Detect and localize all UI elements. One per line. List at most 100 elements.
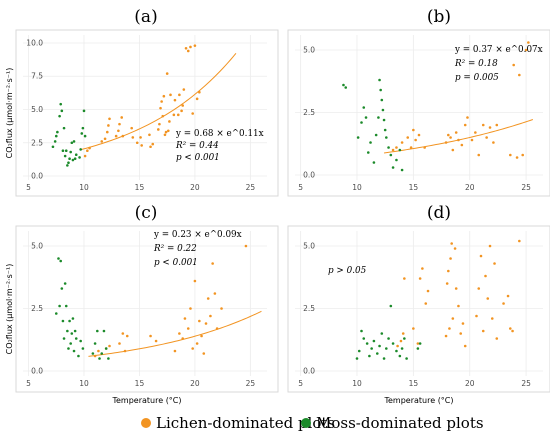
lichen-data-point xyxy=(524,48,528,52)
y-tick-label: 2.5 xyxy=(31,304,43,313)
moss-data-point xyxy=(389,304,393,308)
lichen-data-point xyxy=(399,339,403,343)
moss-data-point xyxy=(387,337,390,340)
lichen-data-point xyxy=(395,146,398,149)
moss-data-point xyxy=(398,148,402,152)
fit-annotation: y = 0.23 × e^0.09x xyxy=(153,230,242,240)
moss-data-point xyxy=(93,342,97,345)
lichen-data-point xyxy=(449,136,452,139)
lichen-data-point xyxy=(151,142,155,146)
moss-data-point xyxy=(79,339,82,343)
moss-data-point xyxy=(78,156,81,159)
moss-data-point xyxy=(64,304,68,308)
moss-data-point xyxy=(391,342,395,345)
moss-data-point xyxy=(362,337,366,340)
lichen-data-point xyxy=(191,112,194,115)
lichen-data-point xyxy=(495,337,499,340)
lichen-data-point xyxy=(421,267,424,270)
lichen-data-point xyxy=(206,297,210,300)
moss-data-point xyxy=(416,347,420,350)
lichen-data-point xyxy=(168,120,171,123)
moss-data-point xyxy=(400,168,404,172)
lichen-series xyxy=(391,41,530,159)
lichen-data-point xyxy=(117,129,120,133)
fit-curve xyxy=(80,53,237,151)
moss-data-point xyxy=(72,140,76,143)
lichen-data-point xyxy=(135,141,139,145)
lichen-data-point xyxy=(509,327,512,330)
lichen-data-point xyxy=(463,344,467,348)
fit-annotation: y = 0.68 × e^0.11x xyxy=(175,129,264,139)
moss-data-point xyxy=(381,108,385,112)
lichen-data-point xyxy=(412,128,415,132)
panel-border xyxy=(287,225,550,393)
moss-data-point xyxy=(63,154,67,158)
lichen-data-point xyxy=(176,113,180,117)
lichen-data-point xyxy=(449,257,452,260)
lichen-data-point xyxy=(479,254,483,258)
moss-series xyxy=(54,257,110,360)
moss-data-point xyxy=(357,349,361,353)
moss-data-point xyxy=(67,161,70,165)
lichen-data-point xyxy=(406,136,410,139)
lichen-data-point xyxy=(447,269,450,273)
y-tick-label: 2.5 xyxy=(303,108,315,117)
lichen-data-point xyxy=(107,124,110,127)
x-tick-label: 25 xyxy=(246,379,256,388)
moss-data-point xyxy=(362,106,366,109)
lichen-data-point xyxy=(506,294,510,298)
lichen-data-point xyxy=(511,329,514,333)
panel-label: (d) xyxy=(427,203,451,223)
lichen-data-point xyxy=(105,130,109,134)
lichen-data-point xyxy=(195,97,199,101)
moss-data-point xyxy=(71,158,75,162)
y-tick-label: 0.0 xyxy=(31,172,43,181)
y-axis-title: CO₂flux (μmol·m⁻²·s⁻¹) xyxy=(5,68,14,159)
panel-border xyxy=(287,29,550,197)
lichen-data-point xyxy=(474,131,477,134)
lichen-data-point xyxy=(88,146,91,150)
moss-data-point xyxy=(64,149,68,153)
moss-data-point xyxy=(375,352,379,355)
lichen-data-point xyxy=(166,129,170,133)
moss-data-point xyxy=(98,357,101,360)
moss-data-point xyxy=(56,130,59,134)
x-axis-title: Temperature (°C) xyxy=(111,396,181,405)
lichen-data-point xyxy=(451,148,455,152)
y-tick-label: 0.0 xyxy=(303,367,315,376)
lichen-data-point xyxy=(486,297,490,300)
lichen-data-point xyxy=(518,73,521,77)
moss-data-point xyxy=(107,357,110,360)
lichen-data-point xyxy=(475,314,478,318)
lichen-data-point xyxy=(189,45,192,49)
moss-data-point xyxy=(374,133,378,137)
moss-data-point xyxy=(365,342,369,345)
lichen-series xyxy=(83,44,201,158)
moss-data-point xyxy=(100,352,104,355)
lichen-data-point xyxy=(108,117,111,121)
moss-data-point xyxy=(54,134,58,138)
moss-data-point xyxy=(60,287,64,290)
lichen-data-point xyxy=(173,98,177,102)
lichen-data-point xyxy=(162,94,166,98)
lichen-data-point xyxy=(118,122,121,126)
moss-data-point xyxy=(72,349,76,353)
x-tick-label: 25 xyxy=(521,183,531,192)
lichen-data-point xyxy=(215,327,219,330)
moss-data-point xyxy=(96,329,99,333)
x-tick-label: 20 xyxy=(190,183,200,192)
lichen-data-point xyxy=(396,344,399,348)
lichen-data-point xyxy=(459,332,463,335)
moss-data-point xyxy=(398,354,402,358)
moss-data-point xyxy=(387,146,390,149)
x-tick-label: 10 xyxy=(79,379,89,388)
lichen-data-point xyxy=(448,327,451,330)
lichen-data-point xyxy=(518,239,521,243)
lichen-data-point xyxy=(454,287,458,290)
moss-data-point xyxy=(68,157,71,161)
lichen-data-point xyxy=(125,334,129,338)
y-tick-label: 7.5 xyxy=(31,72,43,81)
moss-data-point xyxy=(60,109,64,113)
lichen-data-point xyxy=(158,122,161,126)
